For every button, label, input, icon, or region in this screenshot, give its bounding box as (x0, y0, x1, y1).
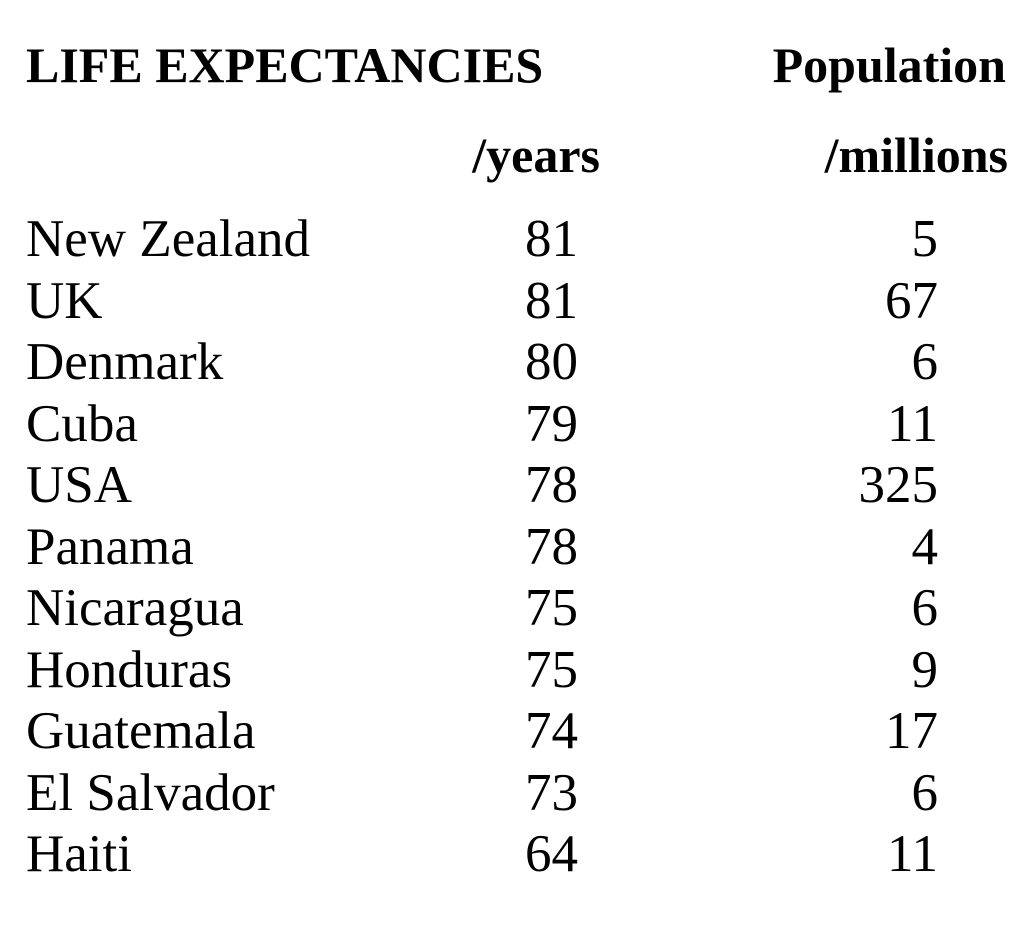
table-row: Haiti 64 11 (0, 824, 1024, 886)
life-expectancy-cell: 79 (525, 394, 578, 453)
life-expectancy-unit-label: /years (472, 127, 600, 183)
table-row: USA 78 325 (0, 455, 1024, 517)
country-cell: New Zealand (26, 210, 310, 268)
table-row: New Zealand 81 5 (0, 209, 1024, 271)
life-expectancy-cell: 73 (525, 763, 578, 822)
population-cell: 6 (911, 333, 939, 391)
table-title: LIFE EXPECTANCIES (26, 37, 544, 93)
table-row: Cuba 79 11 (0, 394, 1024, 456)
life-expectancy-cell: 78 (525, 517, 578, 576)
data-table: New Zealand 81 5 UK 81 67 Denmark 80 6 C… (0, 209, 1024, 886)
life-expectancy-cell: 81 (525, 271, 578, 330)
population-column-header: Population (772, 37, 1006, 93)
country-cell: Honduras (26, 640, 233, 699)
population-cell: 9 (911, 640, 939, 699)
population-cell: 6 (911, 763, 939, 822)
population-cell: 17 (885, 702, 938, 760)
population-unit-label: /millions (824, 127, 1008, 183)
life-expectancy-cell: 74 (525, 702, 578, 760)
population-cell: 11 (886, 394, 938, 453)
population-cell: 5 (911, 210, 939, 268)
country-cell: El Salvador (26, 763, 275, 822)
population-cell: 6 (911, 579, 939, 637)
table-row: Nicaragua 75 6 (0, 578, 1024, 640)
country-cell: USA (26, 456, 133, 514)
table-row: Panama 78 4 (0, 517, 1024, 579)
country-cell: Cuba (26, 394, 138, 453)
table-row: Guatemala 74 17 (0, 701, 1024, 763)
country-cell: Panama (26, 517, 194, 576)
country-cell: UK (26, 271, 103, 330)
life-expectancy-cell: 78 (525, 456, 578, 514)
country-cell: Haiti (26, 825, 132, 883)
table-row: Denmark 80 6 (0, 332, 1024, 394)
country-cell: Denmark (26, 333, 224, 391)
table-row: UK 81 67 (0, 271, 1024, 333)
population-cell: 67 (885, 271, 938, 330)
life-expectancy-cell: 75 (525, 579, 578, 637)
country-cell: Guatemala (26, 702, 256, 760)
population-cell: 325 (858, 456, 939, 514)
population-cell: 11 (886, 825, 938, 883)
population-cell: 4 (911, 517, 939, 576)
life-expectancy-cell: 81 (525, 210, 578, 268)
life-expectancy-cell: 80 (525, 333, 578, 391)
life-expectancy-cell: 75 (525, 640, 578, 699)
table-row: El Salvador 73 6 (0, 763, 1024, 825)
life-expectancy-cell: 64 (525, 825, 578, 883)
country-cell: Nicaragua (26, 579, 244, 637)
table-row: Honduras 75 9 (0, 640, 1024, 702)
